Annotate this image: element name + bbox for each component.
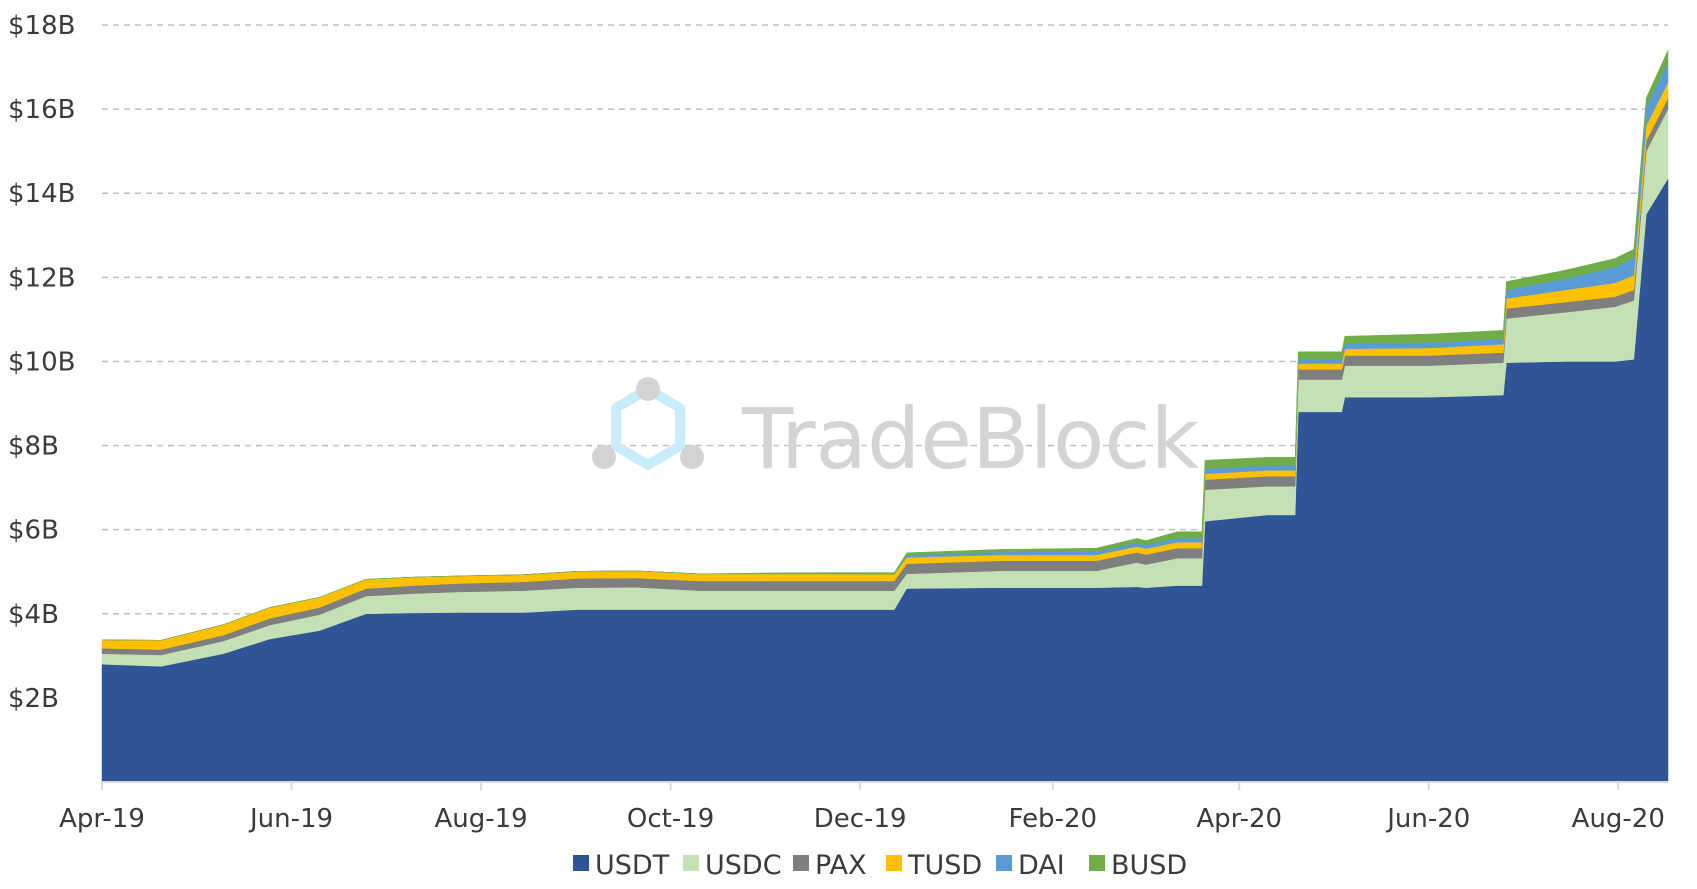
y-tick-label: $14B xyxy=(8,179,75,209)
legend-label: USDT xyxy=(595,850,670,881)
y-tick-label: $6B xyxy=(8,516,59,546)
legend-label: PAX xyxy=(815,850,867,881)
x-axis xyxy=(101,781,1668,790)
x-tick-label: Feb-20 xyxy=(1009,804,1098,834)
y-axis-tick-labels: $2B $4B $6B $8B $10B $12B $14B $16B $18B xyxy=(8,11,75,714)
x-tick-label: Aug-20 xyxy=(1572,804,1665,834)
series-area-busd xyxy=(101,50,1669,641)
legend-label: USDC xyxy=(705,850,782,881)
legend-item-busd: BUSD xyxy=(1089,850,1187,881)
x-tick-label: Aug-19 xyxy=(434,804,527,834)
y-tick-label: $2B xyxy=(8,684,59,714)
y-tick-label: $8B xyxy=(8,432,59,462)
legend-swatch xyxy=(573,855,589,871)
legend-label: BUSD xyxy=(1111,850,1187,881)
x-tick-label: Apr-20 xyxy=(1196,804,1282,834)
legend-swatch xyxy=(996,855,1012,871)
y-tick-label: $12B xyxy=(8,263,75,293)
x-tick-label: Oct-19 xyxy=(627,804,714,834)
watermark: TradeBlock xyxy=(592,377,1200,488)
x-axis-tick-labels: Apr-19 Jun-19 Aug-19 Oct-19 Dec-19 Feb-20 Apr-… xyxy=(59,804,1665,834)
hexagon-logo-icon xyxy=(592,377,704,470)
x-tick-label: Dec-19 xyxy=(814,804,907,834)
legend-swatch xyxy=(683,855,699,871)
legend-item-tusd: TUSD xyxy=(886,850,982,881)
y-tick-label: $18B xyxy=(8,11,75,41)
legend-label: DAI xyxy=(1018,850,1065,881)
legend: USDT USDC PAX TUSD DAI BUSD xyxy=(573,850,1187,881)
y-tick-label: $16B xyxy=(8,95,75,125)
y-tick-label: $10B xyxy=(8,347,75,377)
legend-swatch xyxy=(793,855,809,871)
y-tick-label: $4B xyxy=(8,600,59,630)
x-tick-label: Jun-19 xyxy=(248,804,333,834)
watermark-text: TradeBlock xyxy=(741,390,1200,488)
legend-item-usdc: USDC xyxy=(683,850,782,881)
legend-swatch xyxy=(886,855,902,871)
legend-item-pax: PAX xyxy=(793,850,867,881)
legend-item-dai: DAI xyxy=(996,850,1065,881)
legend-item-usdt: USDT xyxy=(573,850,670,881)
x-tick-label: Jun-20 xyxy=(1385,804,1470,834)
x-tick-label: Apr-19 xyxy=(59,804,145,834)
legend-label: TUSD xyxy=(907,850,982,881)
legend-swatch xyxy=(1089,855,1105,871)
